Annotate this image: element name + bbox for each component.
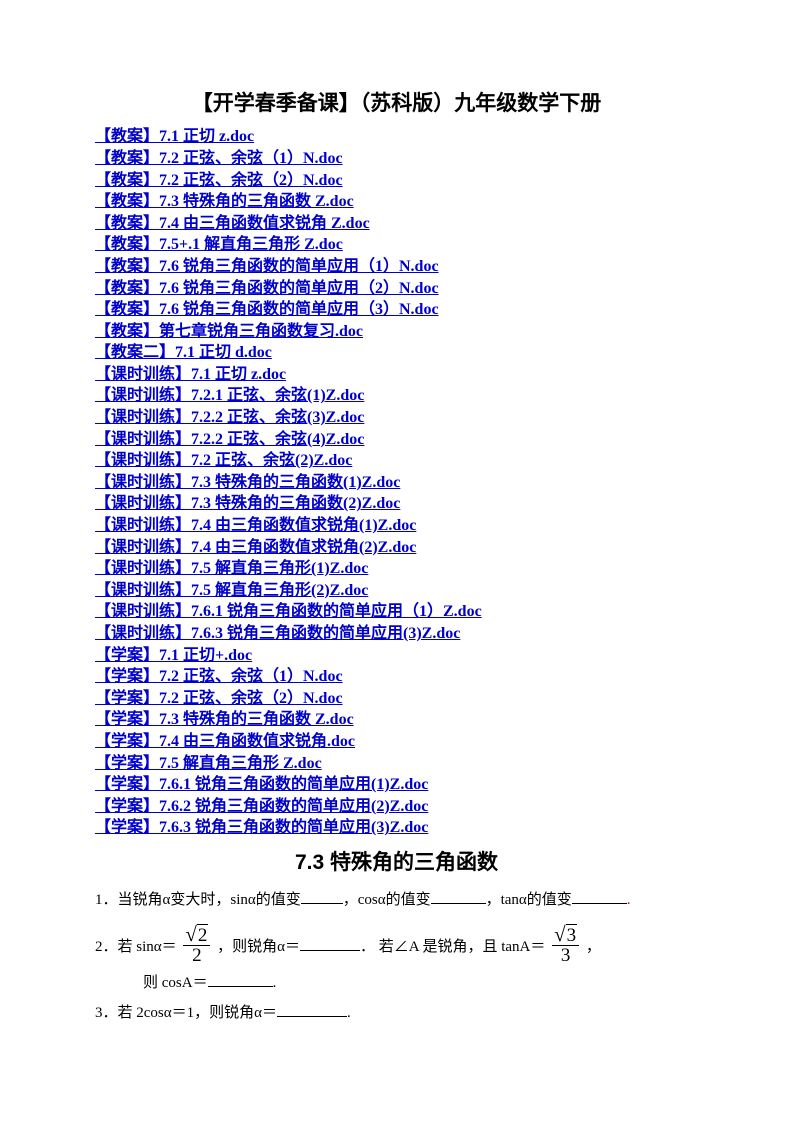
q1-end: . [627,892,631,908]
document-link[interactable]: 【学案】7.3 特殊角的三角函数 Z.doc [95,709,698,731]
document-link[interactable]: 【学案】7.1 正切+.doc [95,645,698,667]
document-link[interactable]: 【教案】7.2 正弦、余弦（2）N.doc [95,170,698,192]
document-link[interactable]: 【学案】7.5 解直角三角形 Z.doc [95,753,698,775]
document-link[interactable]: 【学案】7.6.1 锐角三角函数的简单应用(1)Z.doc [95,774,698,796]
document-link[interactable]: 【教案】7.3 特殊角的三角函数 Z.doc [95,191,698,213]
blank [208,974,273,988]
section-subtitle: 7.3 特殊角的三角函数 [95,849,698,877]
q2-text: 2．若 sinα＝ [95,939,180,955]
document-link[interactable]: 【教案】第七章锐角三角函数复习.doc [95,321,698,343]
document-link[interactable]: 【课时训练】7.2 正弦、余弦(2)Z.doc [95,450,698,472]
document-link[interactable]: 【教案】7.6 锐角三角函数的简单应用（1）N.doc [95,256,698,278]
document-link[interactable]: 【课时训练】7.2.2 正弦、余弦(4)Z.doc [95,429,698,451]
document-link[interactable]: 【课时训练】7.2.2 正弦、余弦(3)Z.doc [95,407,698,429]
q2-end: . [273,975,277,991]
q2-text: ， [586,939,601,955]
document-link[interactable]: 【课时训练】7.5 解直角三角形(1)Z.doc [95,558,698,580]
document-link[interactable]: 【课时训练】7.4 由三角函数值求锐角(1)Z.doc [95,515,698,537]
blank [301,891,343,905]
question-2: 2．若 sinα＝ 2 2 ，则锐角α＝ ． 若∠A 是锐角，且 tanA＝ 3 … [95,927,698,968]
document-link[interactable]: 【教案】7.1 正切 z.doc [95,126,698,148]
questions-block: 1．当锐角α变大时，sinα的值变 ，cosα的值变 ，tanα的值变. 2．若 s… [95,885,698,1028]
document-link[interactable]: 【课时训练】7.1 正切 z.doc [95,364,698,386]
sqrt-icon: 2 [185,924,208,945]
question-2-line2: 则 cosA＝. [95,968,698,998]
q1-text: ，cosα的值变 [343,892,431,908]
q2-text: ，则锐角α＝ [217,939,300,955]
document-link[interactable]: 【学案】7.6.2 锐角三角函数的简单应用(2)Z.doc [95,796,698,818]
q2-text: 则 cosA＝ [143,975,208,991]
blank [300,938,360,952]
question-3: 3．若 2cosα＝1，则锐角α＝. [95,998,698,1028]
document-link[interactable]: 【课时训练】7.6.1 锐角三角函数的简单应用（1）Z.doc [95,601,698,623]
document-link[interactable]: 【课时训练】7.2.1 正弦、余弦(1)Z.doc [95,385,698,407]
document-link[interactable]: 【学案】7.2 正弦、余弦（1）N.doc [95,666,698,688]
q1-text: 1．当锐角α变大时，sinα的值变 [95,892,301,908]
q3-text: 3．若 2cosα＝1，则锐角α＝ [95,1005,277,1021]
q2-text: ． 若∠A 是锐角，且 tanA＝ [360,939,549,955]
q3-end: . [347,1005,351,1021]
document-link[interactable]: 【教案】7.4 由三角函数值求锐角 Z.doc [95,213,698,235]
sqrt-icon: 3 [554,924,577,945]
blank [431,891,486,905]
document-link[interactable]: 【学案】7.6.3 锐角三角函数的简单应用(3)Z.doc [95,817,698,839]
q1-text: ，tanα的值变 [486,892,572,908]
document-link[interactable]: 【课时训练】7.5 解直角三角形(2)Z.doc [95,580,698,602]
document-link[interactable]: 【教案】7.5+.1 解直角三角形 Z.doc [95,234,698,256]
document-link[interactable]: 【学案】7.4 由三角函数值求锐角.doc [95,731,698,753]
document-link[interactable]: 【学案】7.2 正弦、余弦（2）N.doc [95,688,698,710]
document-link[interactable]: 【课时训练】7.3 特殊角的三角函数(2)Z.doc [95,493,698,515]
question-1: 1．当锐角α变大时，sinα的值变 ，cosα的值变 ，tanα的值变. [95,885,698,915]
document-link[interactable]: 【课时训练】7.6.3 锐角三角函数的简单应用(3)Z.doc [95,623,698,645]
document-link[interactable]: 【课时训练】7.3 特殊角的三角函数(1)Z.doc [95,472,698,494]
fraction-sqrt3-over-3: 3 3 [552,924,579,965]
blank [572,891,627,905]
document-link[interactable]: 【教案二】7.1 正切 d.doc [95,342,698,364]
document-link-list: 【教案】7.1 正切 z.doc【教案】7.2 正弦、余弦（1）N.doc【教案… [95,126,698,839]
document-link[interactable]: 【课时训练】7.4 由三角函数值求锐角(2)Z.doc [95,537,698,559]
document-link[interactable]: 【教案】7.6 锐角三角函数的简单应用（3）N.doc [95,299,698,321]
blank [277,1004,347,1018]
document-link[interactable]: 【教案】7.2 正弦、余弦（1）N.doc [95,148,698,170]
fraction-sqrt2-over-2: 2 2 [183,924,210,965]
document-link[interactable]: 【教案】7.6 锐角三角函数的简单应用（2）N.doc [95,278,698,300]
page-title: 【开学春季备课】（苏科版）九年级数学下册 [95,90,698,118]
